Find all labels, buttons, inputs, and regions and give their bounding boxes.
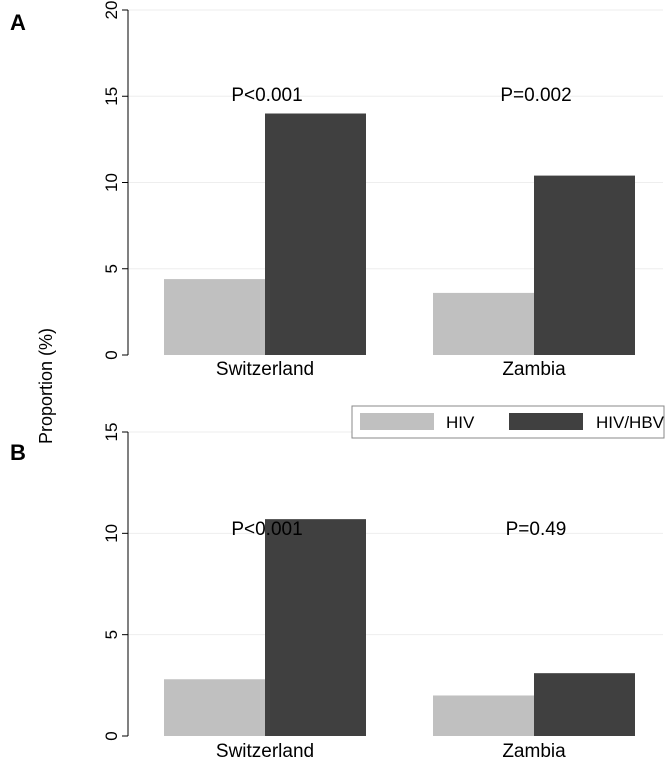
p-value-annotation: P=0.002 xyxy=(500,85,571,106)
y-axis-label: Proportion (%) xyxy=(36,328,56,444)
bar-hiv-switzerland xyxy=(164,279,265,355)
p-value-annotation: P=0.49 xyxy=(506,519,567,540)
panel-a: A Switzerland P<0.001 Zambia P=0.002 0 5 10 15 20 xyxy=(10,1,663,380)
bar-hiv-zambia xyxy=(433,695,534,736)
bar-hiv-hbv-zambia xyxy=(534,673,635,736)
y-tick-label: 15 xyxy=(102,423,121,442)
panel-letter: A xyxy=(10,10,26,35)
bar-hiv-hbv-zambia xyxy=(534,175,635,355)
y-tick-label: 15 xyxy=(102,87,121,106)
y-tick-label: 0 xyxy=(102,731,121,740)
y-tick-label: 20 xyxy=(102,1,121,20)
bar-hiv-hbv-switzerland xyxy=(265,519,366,736)
legend-swatch-hiv-hbv xyxy=(509,413,583,430)
legend-label-hiv: HIV xyxy=(446,413,475,432)
bar-hiv-hbv-switzerland xyxy=(265,113,366,355)
panel-letter: B xyxy=(10,440,26,465)
legend-label-hiv-hbv: HIV/HBV xyxy=(596,413,665,432)
y-tick-label: 10 xyxy=(102,524,121,543)
bar-hiv-switzerland xyxy=(164,679,265,736)
x-tick-label: Switzerland xyxy=(216,359,314,380)
x-tick-label: Zambia xyxy=(502,359,566,380)
p-value-annotation: P<0.001 xyxy=(231,85,302,106)
x-tick-label: Zambia xyxy=(502,741,566,762)
x-tick-label: Switzerland xyxy=(216,741,314,762)
legend: HIV HIV/HBV xyxy=(351,405,665,439)
bar-hiv-zambia xyxy=(433,292,534,355)
legend-swatch-hiv xyxy=(360,413,434,430)
y-tick-label: 5 xyxy=(102,630,121,639)
legend-box xyxy=(351,405,665,439)
y-tick-label: 5 xyxy=(102,264,121,273)
panel-b: B Switzerland P<0.001 Zambia P=0.49 0 5 10 15 xyxy=(10,423,663,762)
p-value-annotation: P<0.001 xyxy=(231,519,302,540)
y-tick-label: 0 xyxy=(102,350,121,359)
y-tick-label: 10 xyxy=(102,173,121,192)
